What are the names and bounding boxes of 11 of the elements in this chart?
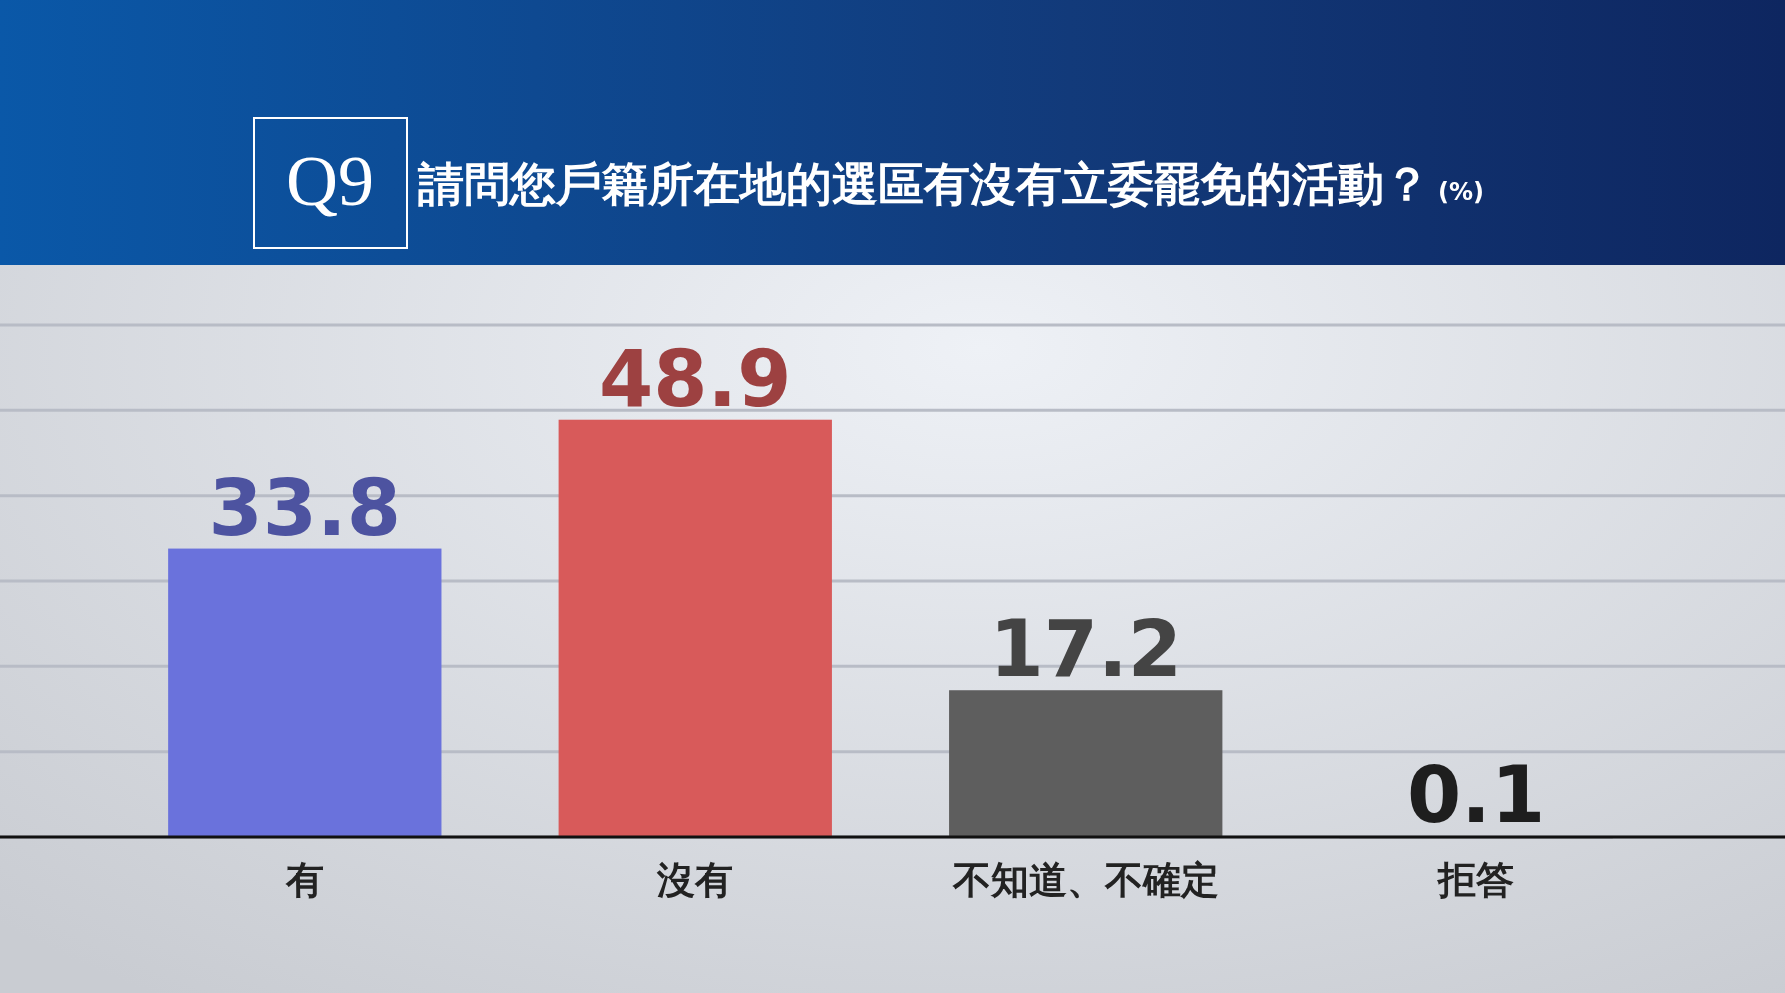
- chart-title: 請問您戶籍所在地的選區有沒有立委罷免的活動？: [418, 159, 1430, 210]
- data-label: 0.1: [1407, 750, 1546, 841]
- data-label: 33.8: [208, 462, 402, 553]
- x-tick-label: 沒有: [656, 858, 734, 902]
- chart-subtitle: (%): [1438, 178, 1484, 206]
- text: Q9: [286, 141, 374, 221]
- x-tick-label: 拒答: [1436, 858, 1515, 902]
- data-label: 48.9: [599, 333, 792, 424]
- data-label: 17.2: [989, 604, 1182, 695]
- x-tick-label: 不知道、不確定: [951, 858, 1219, 902]
- x-tick-label: 有: [284, 858, 324, 902]
